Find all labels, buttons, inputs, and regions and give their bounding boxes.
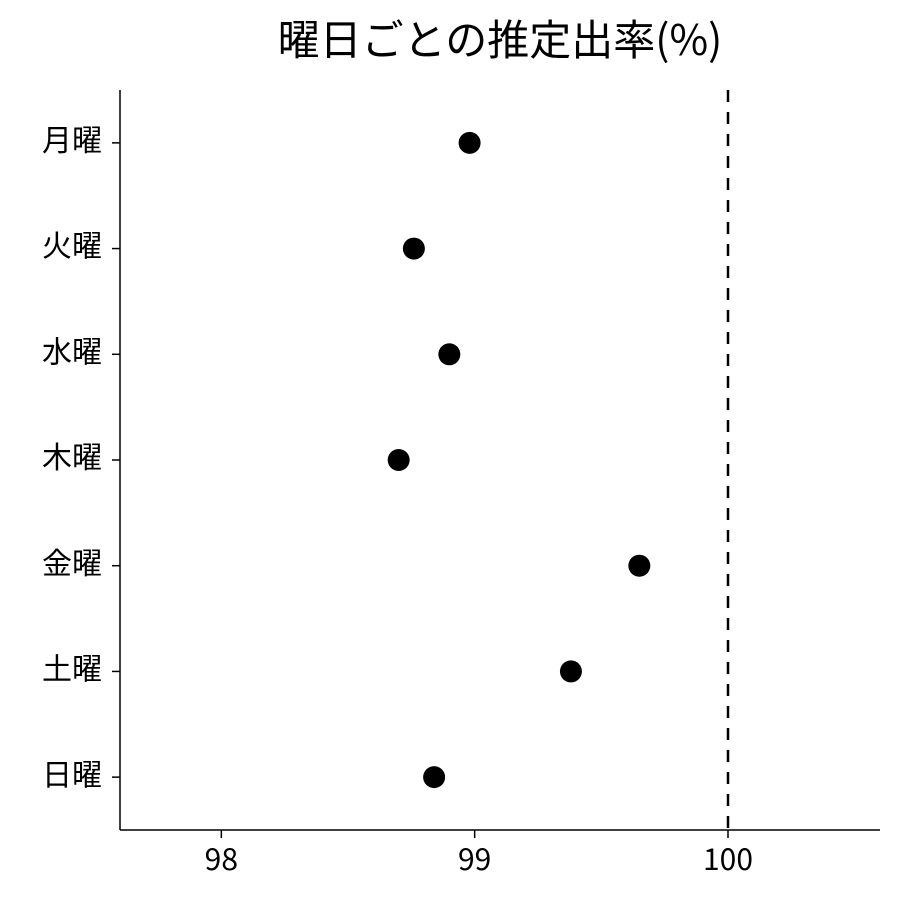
y-tick-label: 火曜 [42, 222, 102, 266]
x-tick-label: 100 [703, 835, 753, 879]
chart-axes [120, 90, 880, 830]
y-tick-label: 日曜 [42, 750, 102, 794]
x-ticks: 98 99 100 [205, 830, 753, 879]
y-tick-label: 土曜 [42, 645, 102, 689]
data-points [388, 132, 651, 788]
dot-chart: 曜日ごとの推定出率(%) 98 99 100 月曜火曜水曜木曜金曜土曜日曜 [0, 0, 900, 900]
data-point [628, 555, 650, 577]
data-point [438, 343, 460, 365]
data-point [423, 766, 445, 788]
x-tick-label: 99 [458, 835, 491, 879]
x-tick-label: 98 [205, 835, 238, 879]
chart-title: 曜日ごとの推定出率(%) [278, 7, 723, 68]
data-point [403, 238, 425, 260]
y-tick-label: 木曜 [42, 433, 102, 477]
y-ticks: 月曜火曜水曜木曜金曜土曜日曜 [42, 116, 120, 794]
y-tick-label: 金曜 [42, 539, 102, 583]
data-point [560, 660, 582, 682]
data-point [459, 132, 481, 154]
y-tick-label: 水曜 [42, 327, 102, 371]
y-tick-label: 月曜 [42, 116, 102, 160]
chart-container: 曜日ごとの推定出率(%) 98 99 100 月曜火曜水曜木曜金曜土曜日曜 [0, 0, 900, 900]
data-point [388, 449, 410, 471]
